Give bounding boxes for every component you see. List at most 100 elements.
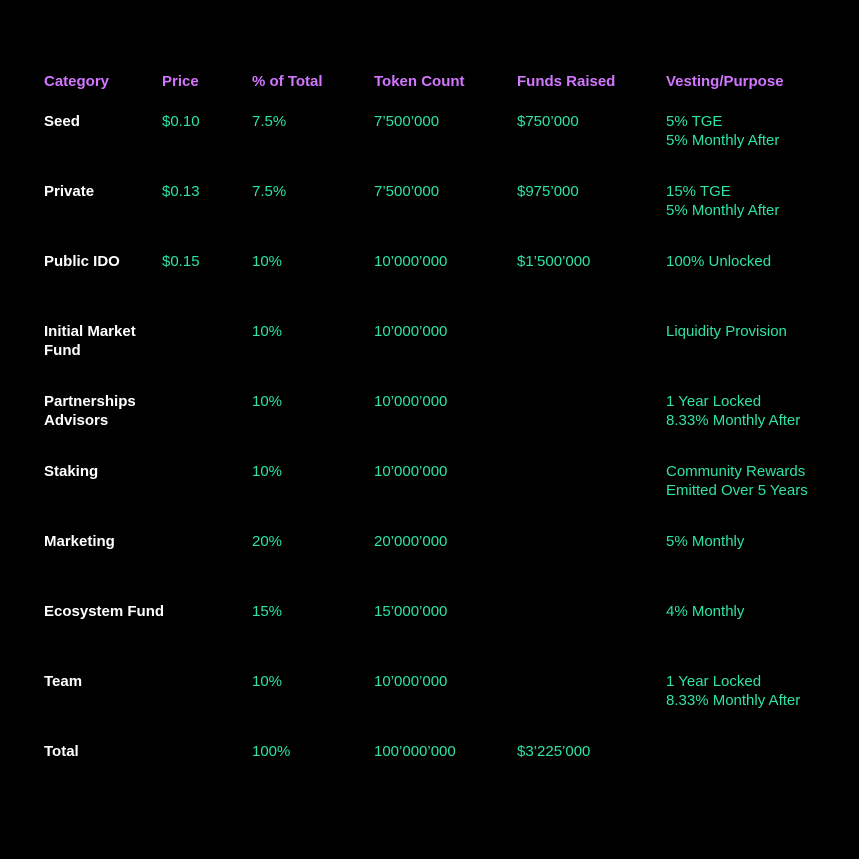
percent-cell-line: 20% xyxy=(252,533,283,550)
vesting-cell-line: Liquidity Provision xyxy=(666,323,787,340)
token-count-cell: 7’500’000 xyxy=(374,182,439,201)
vesting-cell: 5% Monthly xyxy=(666,532,744,551)
vesting-cell-line: 5% Monthly xyxy=(666,533,745,550)
token-count-cell-line: 20’000’000 xyxy=(374,533,448,550)
category-cell-line: Private xyxy=(44,183,95,200)
table-row: Public IDO $0.15 10% 10’000’000 $1’500’000 10… xyxy=(0,252,859,312)
table-row: Total 100% 100’000’000 $3’225’000 xyxy=(0,742,859,802)
percent-cell-line: 15% xyxy=(252,603,283,620)
percent-cell-line: 10% xyxy=(252,463,283,480)
percent-cell: 7.5% xyxy=(252,112,286,131)
token-count-cell-line: 10’000’000 xyxy=(374,323,448,340)
percent-cell: 20% xyxy=(252,532,282,551)
funds-raised-cell: $3’225’000 xyxy=(517,742,590,761)
vesting-cell: 4% Monthly xyxy=(666,602,744,621)
category-cell-line: Public IDO xyxy=(44,253,120,270)
category-cell: Public IDO xyxy=(44,252,120,271)
token-count-cell-line: 100’000’000 xyxy=(374,743,456,760)
percent-cell: 10% xyxy=(252,462,282,481)
category-cell-line: Staking xyxy=(44,463,99,480)
vesting-cell: Community Rewards Emitted Over 5 Years xyxy=(666,462,808,500)
vesting-cell-line: 15% TGE xyxy=(666,183,731,200)
percent-cell-line: 100% xyxy=(252,743,291,760)
token-count-cell: 10’000’000 xyxy=(374,322,447,341)
category-cell-line: Fund xyxy=(44,342,81,359)
price-cell-line: $0.10 xyxy=(162,113,200,130)
table-row: Team 10% 10’000’000 1 Year Locked 8.33% Mont… xyxy=(0,672,859,732)
token-count-cell-line: 7’500’000 xyxy=(374,183,440,200)
header-category: Category xyxy=(44,73,110,90)
vesting-cell: 1 Year Locked 8.33% Monthly After xyxy=(666,672,800,710)
vesting-cell-line: 1 Year Locked xyxy=(666,673,762,690)
price-cell: $0.10 xyxy=(162,112,200,131)
token-count-cell-line: 10’000’000 xyxy=(374,673,448,690)
vesting-cell-line: Emitted Over 5 Years xyxy=(666,482,808,499)
funds-raised-cell-line: $750’000 xyxy=(517,113,579,130)
category-cell: Seed xyxy=(44,112,80,131)
token-count-cell: 10’000’000 xyxy=(374,392,447,411)
category-cell-line: Ecosystem Fund xyxy=(44,603,165,620)
token-count-cell: 10’000’000 xyxy=(374,252,447,271)
percent-cell-line: 7.5% xyxy=(252,113,287,130)
category-cell: Marketing xyxy=(44,532,115,551)
vesting-cell-line: 100% Unlocked xyxy=(666,253,772,270)
funds-raised-cell-line: $975’000 xyxy=(517,183,579,200)
table-row: Partnerships Advisors 10% 10’000’000 1 Year … xyxy=(0,392,859,452)
percent-cell: 10% xyxy=(252,322,282,341)
funds-raised-cell: $1’500’000 xyxy=(517,252,590,271)
funds-raised-cell-line: $1’500’000 xyxy=(517,253,591,270)
category-cell: Initial Market Fund xyxy=(44,322,136,360)
category-cell: Staking xyxy=(44,462,98,481)
percent-cell-line: 10% xyxy=(252,253,283,270)
header-percent-of-total: % of Total xyxy=(252,73,323,90)
percent-cell-line: 10% xyxy=(252,393,283,410)
vesting-cell: Liquidity Provision xyxy=(666,322,787,341)
token-count-cell: 20’000’000 xyxy=(374,532,447,551)
category-cell: Private xyxy=(44,182,94,201)
token-count-cell-line: 15’000’000 xyxy=(374,603,448,620)
category-cell-line: Partnerships xyxy=(44,393,136,410)
vesting-cell-line: 4% Monthly xyxy=(666,603,745,620)
token-count-cell-line: 7’500’000 xyxy=(374,113,440,130)
table-row: Ecosystem Fund 15% 15’000’000 4% Monthly xyxy=(0,602,859,662)
category-cell-line: Total xyxy=(44,743,79,760)
token-count-cell-line: 10’000’000 xyxy=(374,463,448,480)
vesting-cell-line: Community Rewards xyxy=(666,463,806,480)
percent-cell-line: 10% xyxy=(252,673,283,690)
vesting-cell: 15% TGE 5% Monthly After xyxy=(666,182,779,220)
header-token-count: Token Count xyxy=(374,73,465,90)
percent-cell: 15% xyxy=(252,602,282,621)
percent-cell: 100% xyxy=(252,742,290,761)
table-row: Seed $0.10 7.5% 7’500’000 $750’000 5% TGE 5% M… xyxy=(0,112,859,172)
category-cell: Team xyxy=(44,672,82,691)
vesting-cell-line: 1 Year Locked xyxy=(666,393,762,410)
percent-cell: 10% xyxy=(252,392,282,411)
vesting-cell: 5% TGE 5% Monthly After xyxy=(666,112,779,150)
price-cell-line: $0.13 xyxy=(162,183,200,200)
vesting-cell-line: 5% TGE xyxy=(666,113,723,130)
token-count-cell: 10’000’000 xyxy=(374,672,447,691)
percent-cell: 7.5% xyxy=(252,182,286,201)
category-cell: Total xyxy=(44,742,79,761)
table-row: Initial Market Fund 10% 10’000’000 Liquidity… xyxy=(0,322,859,382)
category-cell: Ecosystem Fund xyxy=(44,602,164,621)
funds-raised-cell-line: $3’225’000 xyxy=(517,743,591,760)
vesting-cell: 1 Year Locked 8.33% Monthly After xyxy=(666,392,800,430)
percent-cell-line: 7.5% xyxy=(252,183,287,200)
table-header: Category Price % of Total Token Count Fu… xyxy=(0,72,859,92)
table-row: Marketing 20% 20’000’000 5% Monthly xyxy=(0,532,859,592)
category-cell-line: Seed xyxy=(44,113,80,130)
token-count-cell: 15’000’000 xyxy=(374,602,447,621)
category-cell-line: Initial Market xyxy=(44,323,136,340)
header-funds-raised: Funds Raised xyxy=(517,73,616,90)
header-price: Price xyxy=(162,73,199,90)
percent-cell-line: 10% xyxy=(252,323,283,340)
token-count-cell: 7’500’000 xyxy=(374,112,439,131)
table-row: Staking 10% 10’000’000 Community Rewards Emi… xyxy=(0,462,859,522)
vesting-cell-line: 5% Monthly After xyxy=(666,202,780,219)
token-count-cell-line: 10’000’000 xyxy=(374,393,448,410)
vesting-cell: 100% Unlocked xyxy=(666,252,771,271)
price-cell: $0.13 xyxy=(162,182,200,201)
price-cell: $0.15 xyxy=(162,252,200,271)
funds-raised-cell: $750’000 xyxy=(517,112,579,131)
